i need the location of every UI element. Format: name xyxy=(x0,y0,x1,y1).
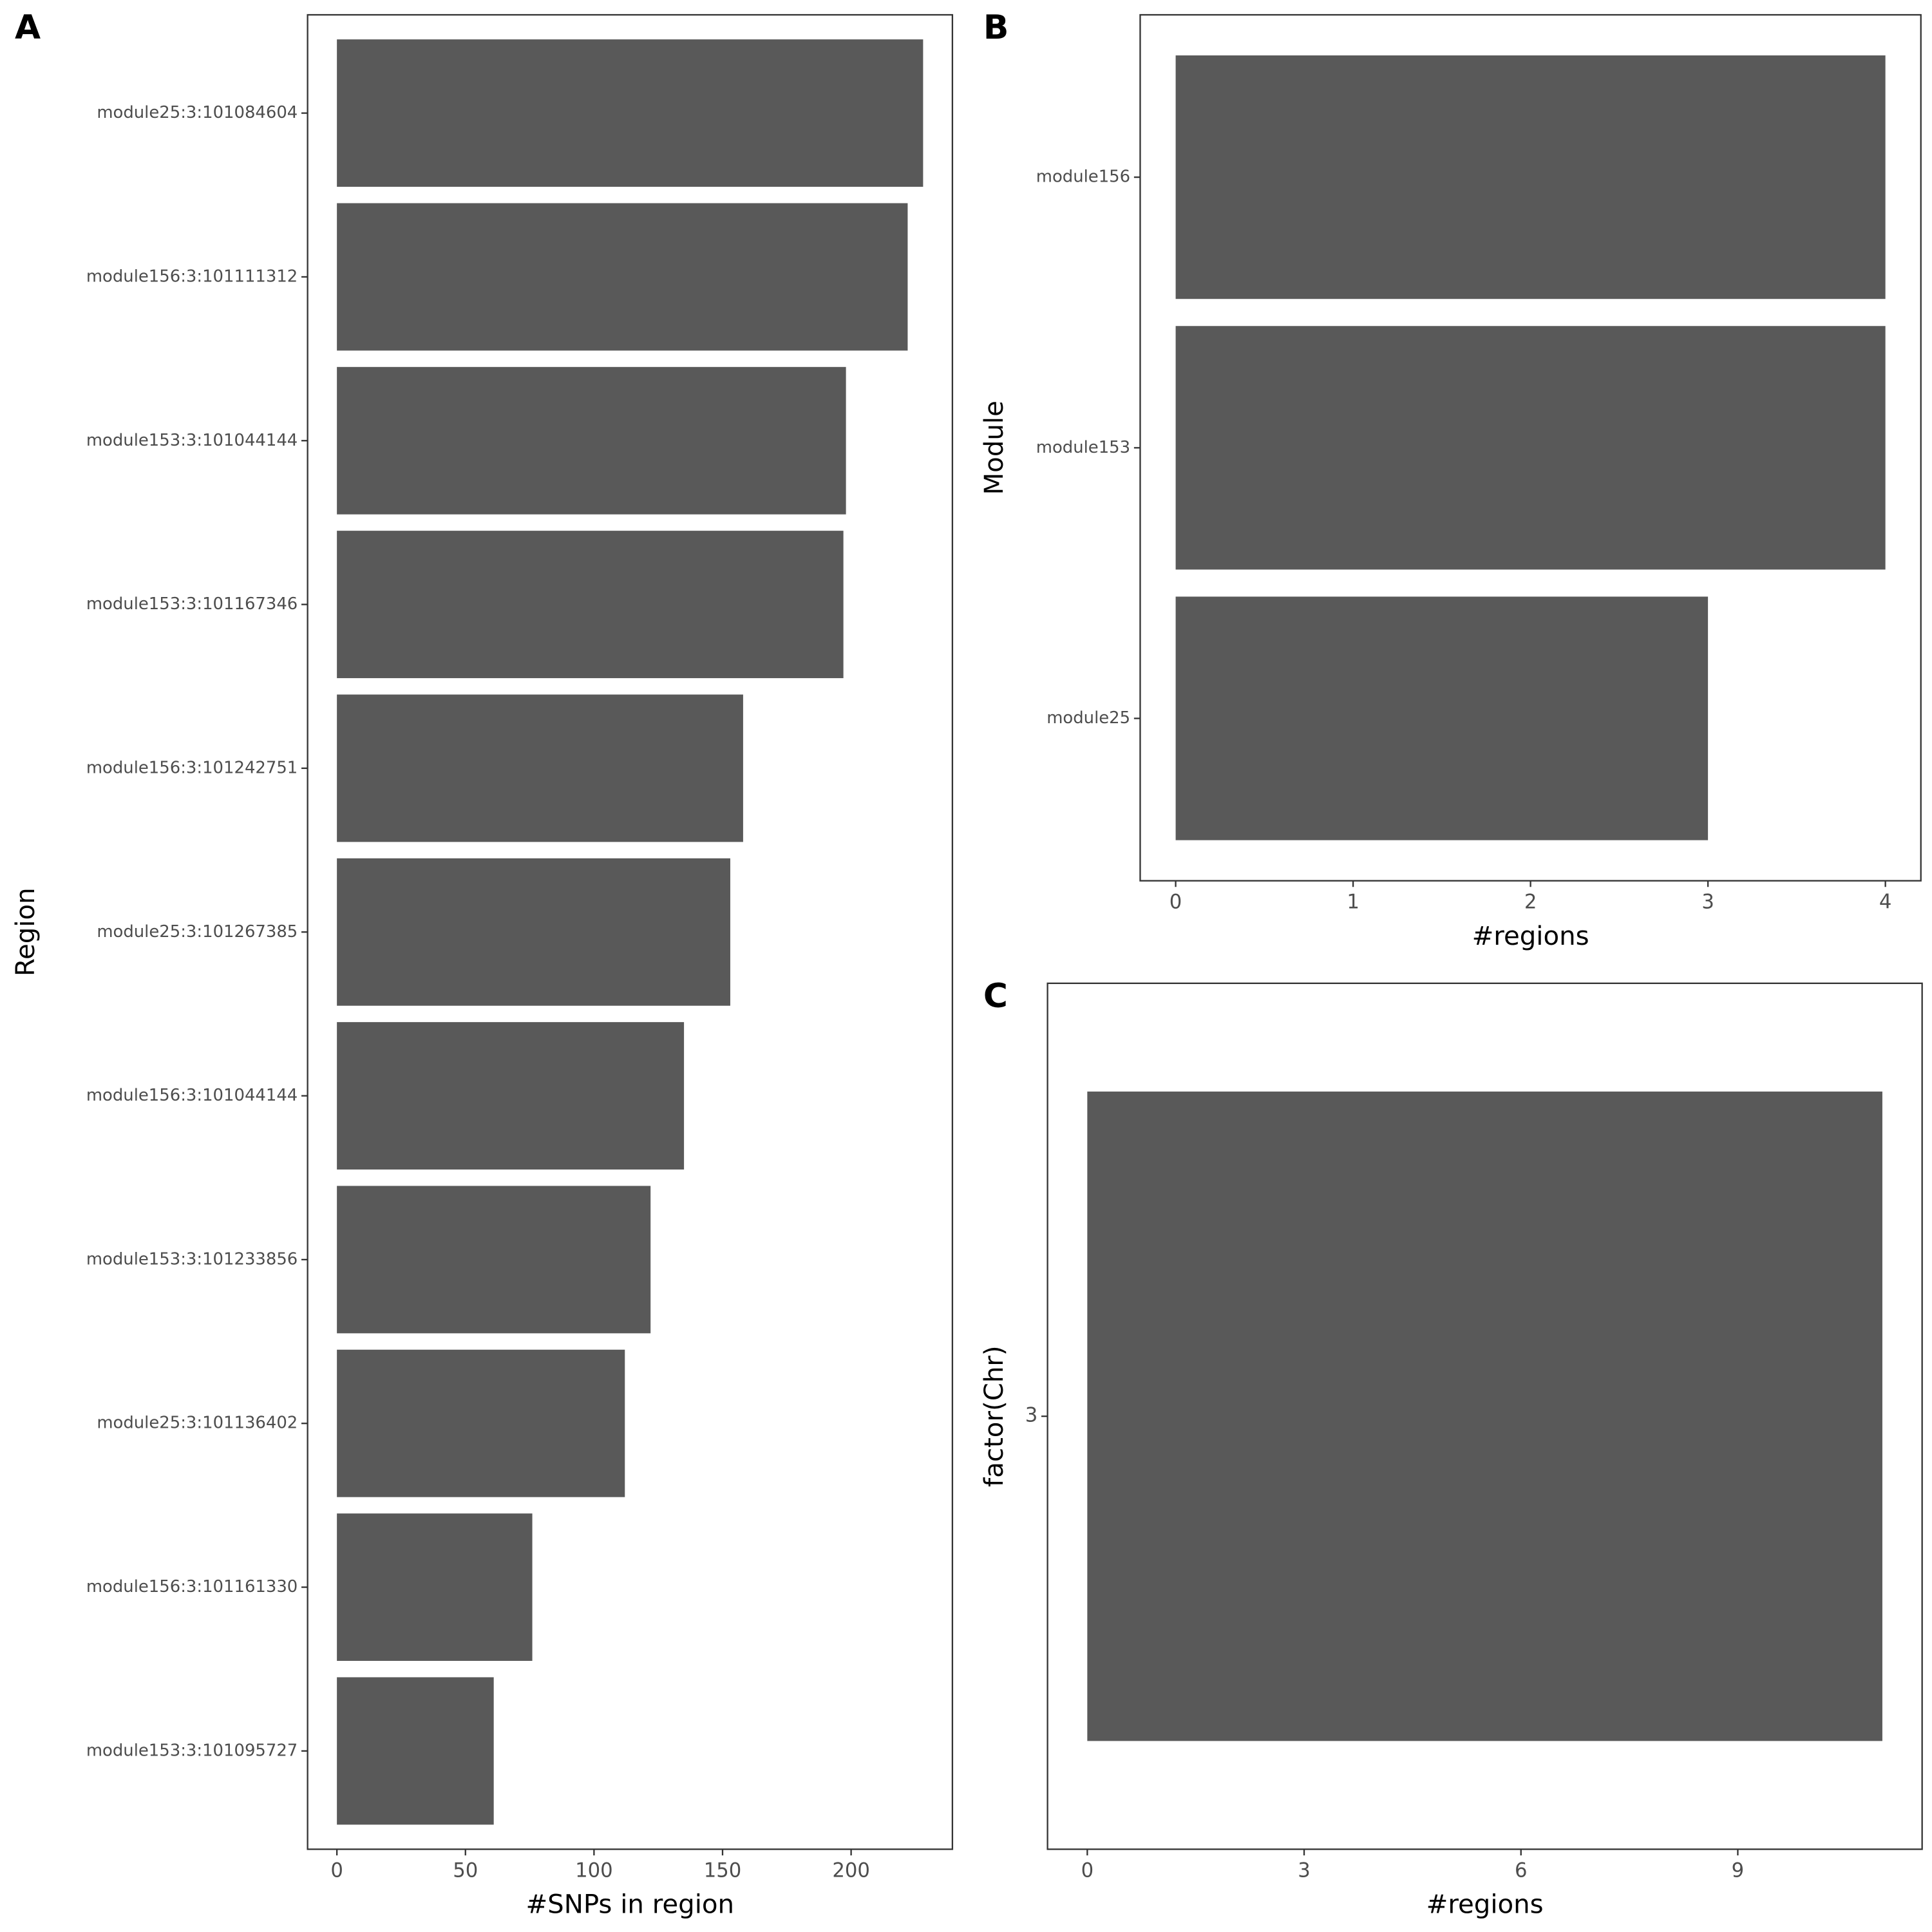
x-tick-label: 9 xyxy=(1732,1860,1745,1882)
bar xyxy=(337,1186,651,1334)
x-tick-label: 0 xyxy=(1170,891,1182,914)
panel-tag: B xyxy=(983,8,1009,47)
bar xyxy=(337,39,923,187)
y-tick-label: 3 xyxy=(1025,1405,1038,1427)
bar xyxy=(1087,1091,1882,1741)
bar xyxy=(1175,326,1886,570)
panel-tag: A xyxy=(15,8,41,47)
bar xyxy=(337,203,908,351)
y-tick-label: module153 xyxy=(1036,438,1130,457)
bar xyxy=(337,366,846,515)
bar xyxy=(337,1022,685,1170)
y-tick-label: module25:3:101084604 xyxy=(97,103,298,122)
bar xyxy=(337,531,844,679)
x-tick-label: 50 xyxy=(453,1860,478,1882)
panel-tag: C xyxy=(983,977,1008,1016)
y-tick-label: module25:3:101267385 xyxy=(97,922,298,942)
x-tick-label: 200 xyxy=(832,1860,870,1882)
panel-border xyxy=(307,14,954,1850)
bar xyxy=(337,858,730,1006)
y-tick-label: module156:3:101044144 xyxy=(86,1086,298,1105)
x-tick-label: 4 xyxy=(1879,891,1892,914)
bar xyxy=(337,694,743,842)
y-tick-label: module156:3:101161330 xyxy=(86,1577,298,1596)
x-tick-label: 3 xyxy=(1701,891,1714,914)
y-tick-label: module25 xyxy=(1046,708,1130,728)
x-tick-label: 150 xyxy=(704,1860,742,1882)
bar xyxy=(337,1349,625,1497)
x-tick-label: 2 xyxy=(1524,891,1537,914)
x-axis-title: #regions xyxy=(1472,922,1589,951)
x-axis-title: #SNPs in region xyxy=(526,1890,734,1920)
x-tick-label: 0 xyxy=(1081,1860,1094,1882)
y-tick-label: module153:3:101167346 xyxy=(86,594,298,614)
bar xyxy=(337,1677,494,1825)
panel-border xyxy=(1139,14,1922,882)
y-axis-title: Region xyxy=(11,887,41,976)
y-axis-title: Module xyxy=(980,401,1009,495)
bar xyxy=(337,1513,533,1662)
y-tick-label: module156:3:101242751 xyxy=(86,758,298,777)
x-tick-label: 1 xyxy=(1347,891,1359,914)
bar xyxy=(1175,596,1709,840)
y-tick-label: module156:3:101111312 xyxy=(86,267,298,286)
x-axis-title: #regions xyxy=(1426,1890,1544,1920)
y-tick-label: module153:3:101233856 xyxy=(86,1249,298,1269)
y-tick-label: module153:3:101095727 xyxy=(86,1741,298,1760)
panel-border xyxy=(1046,982,1923,1850)
y-axis-title: factor(Chr) xyxy=(980,1345,1009,1487)
x-tick-label: 6 xyxy=(1515,1860,1528,1882)
x-tick-label: 100 xyxy=(575,1860,613,1882)
y-tick-label: module153:3:101044144 xyxy=(86,431,298,450)
x-tick-label: 0 xyxy=(330,1860,343,1882)
y-tick-label: module25:3:101136402 xyxy=(97,1414,298,1433)
y-tick-label: module156 xyxy=(1036,167,1130,187)
x-tick-label: 3 xyxy=(1298,1860,1311,1882)
bar xyxy=(1175,55,1886,299)
